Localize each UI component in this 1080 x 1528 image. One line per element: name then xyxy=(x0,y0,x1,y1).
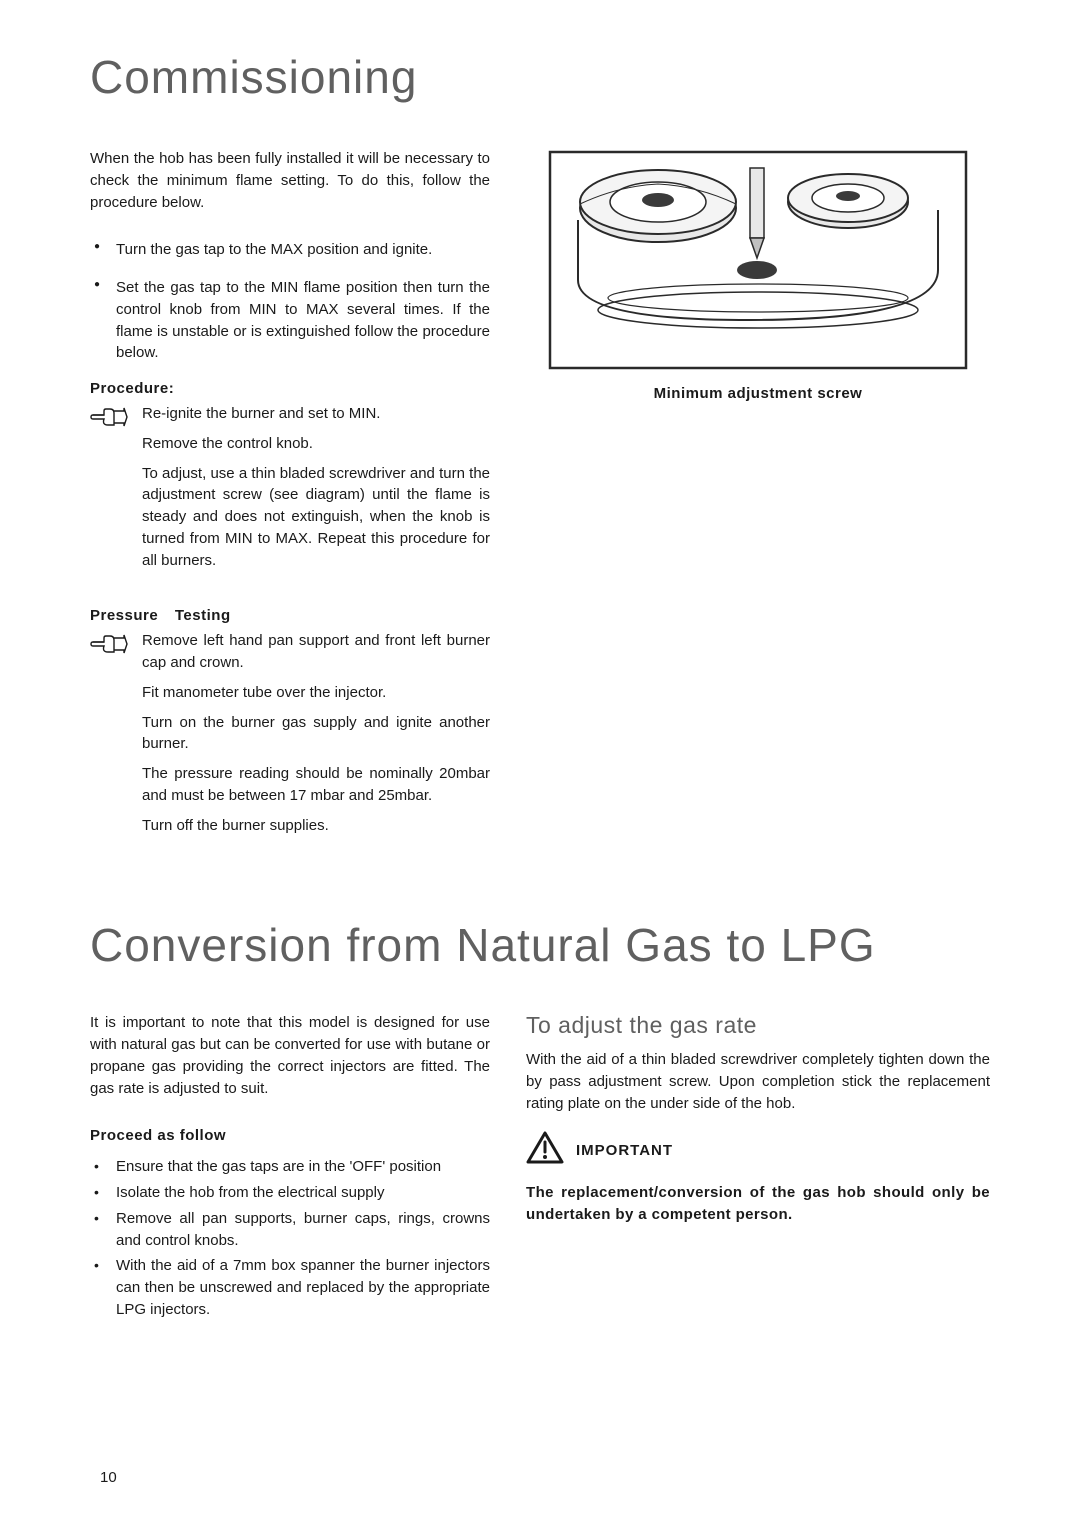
bullet-item: Turn the gas tap to the MAX position and… xyxy=(90,239,490,261)
procedure-heading: Procedure: xyxy=(90,380,490,397)
conversion-intro: It is important to note that this model … xyxy=(90,1012,490,1099)
intro-text: When the hob has been fully installed it… xyxy=(90,148,490,213)
conversion-left-col: It is important to note that this model … xyxy=(90,1012,490,1324)
diagram-caption: Minimum adjustment screw xyxy=(526,385,990,402)
proceed-heading: Proceed as follow xyxy=(90,1127,490,1144)
adjust-rate-text: With the aid of a thin bladed screwdrive… xyxy=(526,1049,990,1114)
bullet-item: Remove all pan supports, burner caps, ri… xyxy=(90,1208,490,1252)
intro-bullets: Turn the gas tap to the MAX position and… xyxy=(90,239,490,364)
warning-triangle-icon xyxy=(526,1131,564,1170)
pressure-step: Fit manometer tube over the injector. xyxy=(142,682,490,704)
pressure-step: The pressure reading should be nominally… xyxy=(142,763,490,807)
pressure-block: Remove left hand pan support and front l… xyxy=(90,630,490,844)
pressure-step: Turn off the burner supplies. xyxy=(142,815,490,837)
bullet-item: Set the gas tap to the MIN flame positio… xyxy=(90,277,490,364)
commissioning-columns: When the hob has been fully installed it… xyxy=(90,148,990,844)
important-label: IMPORTANT xyxy=(576,1142,673,1159)
important-row: IMPORTANT xyxy=(526,1131,990,1170)
bullet-item: With the aid of a 7mm box spanner the bu… xyxy=(90,1255,490,1320)
bullet-item: Ensure that the gas taps are in the 'OFF… xyxy=(90,1156,490,1178)
procedure-step: Re-ignite the burner and set to MIN. xyxy=(142,403,490,425)
procedure-block: Re-ignite the burner and set to MIN. Rem… xyxy=(90,403,490,579)
conversion-right-col: To adjust the gas rate With the aid of a… xyxy=(526,1012,990,1324)
pressure-step: Turn on the burner gas supply and ignite… xyxy=(142,712,490,756)
procedure-steps: Re-ignite the burner and set to MIN. Rem… xyxy=(142,403,490,579)
proceed-bullets: Ensure that the gas taps are in the 'OFF… xyxy=(90,1156,490,1320)
adjustment-screw-diagram: Minimum adjustment screw xyxy=(526,150,990,402)
commissioning-title: Commissioning xyxy=(90,50,990,104)
pressure-step: Remove left hand pan support and front l… xyxy=(142,630,490,674)
hand-pointer-icon xyxy=(90,632,130,661)
pressure-steps: Remove left hand pan support and front l… xyxy=(142,630,490,844)
commissioning-right-col: Minimum adjustment screw xyxy=(526,148,990,844)
bullet-item: Isolate the hob from the electrical supp… xyxy=(90,1182,490,1204)
conversion-columns: It is important to note that this model … xyxy=(90,1012,990,1324)
procedure-step: Remove the control knob. xyxy=(142,433,490,455)
pressure-heading: Pressure Testing xyxy=(90,607,490,624)
conversion-section: Conversion from Natural Gas to LPG It is… xyxy=(90,918,990,1324)
procedure-step: To adjust, use a thin bladed screwdriver… xyxy=(142,463,490,572)
commissioning-left-col: When the hob has been fully installed it… xyxy=(90,148,490,844)
conversion-title: Conversion from Natural Gas to LPG xyxy=(90,918,990,972)
hand-pointer-icon xyxy=(90,405,130,434)
adjust-rate-heading: To adjust the gas rate xyxy=(526,1012,990,1039)
important-text: The replacement/conversion of the gas ho… xyxy=(526,1182,990,1227)
page-number: 10 xyxy=(100,1469,117,1486)
